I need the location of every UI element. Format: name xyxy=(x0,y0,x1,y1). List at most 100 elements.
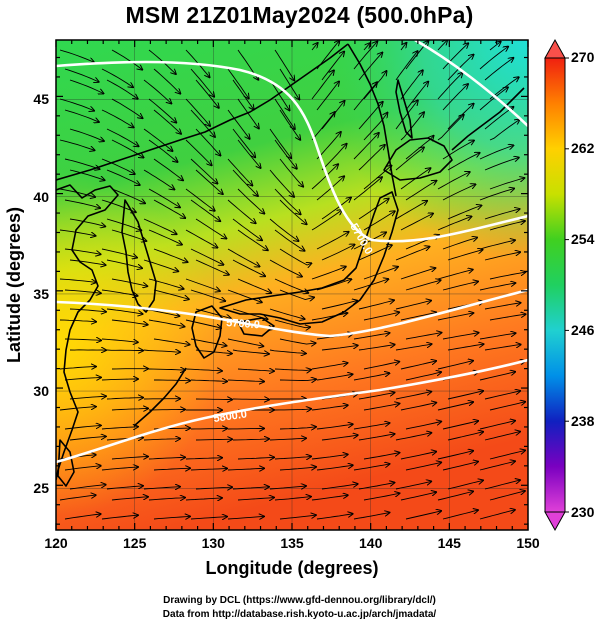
streamline xyxy=(237,139,261,168)
credit-block: Drawing by DCL (https://www.gfd-dennou.o… xyxy=(0,594,599,622)
streamline xyxy=(153,289,189,299)
contour-5600 xyxy=(56,60,528,243)
streamline xyxy=(311,363,348,370)
streamline xyxy=(279,199,307,224)
streamline xyxy=(484,58,513,81)
streamline xyxy=(395,392,431,400)
streamline xyxy=(59,320,96,322)
streamline xyxy=(311,70,334,100)
coastline-kuril xyxy=(451,87,525,151)
streamline xyxy=(195,218,226,239)
streamline xyxy=(437,40,447,51)
streamline xyxy=(442,43,468,70)
streamline xyxy=(111,319,148,325)
streamline xyxy=(311,495,348,501)
streamline xyxy=(489,42,501,51)
streamline xyxy=(101,338,138,342)
streamline xyxy=(106,308,143,314)
streamline xyxy=(363,493,399,501)
streamline xyxy=(64,109,99,122)
y-tick-label: 45 xyxy=(33,91,49,107)
streamline xyxy=(269,259,302,277)
streamline xyxy=(111,497,148,501)
streamline xyxy=(106,218,141,230)
streamline xyxy=(232,128,255,157)
streamline xyxy=(148,457,185,459)
streamline xyxy=(190,338,226,346)
streamline xyxy=(69,259,106,265)
streamline xyxy=(279,68,299,99)
x-tick-labels: 120 125 130 135 140 145 150 xyxy=(44,535,540,551)
streamline xyxy=(489,178,524,190)
streamline xyxy=(269,308,305,319)
streamline xyxy=(442,462,478,471)
streamline xyxy=(316,132,341,160)
streamline xyxy=(69,79,103,94)
streamline xyxy=(143,218,177,234)
streamline xyxy=(111,409,148,411)
streamline xyxy=(279,109,300,140)
streamline xyxy=(437,270,473,280)
streamline xyxy=(59,278,96,282)
streamline xyxy=(101,68,133,87)
credit-data-source: Data from http://database.rish.kyoto-u.a… xyxy=(162,609,437,620)
height-contours xyxy=(56,40,528,464)
streamline xyxy=(484,432,520,441)
streamline xyxy=(143,487,180,489)
streamline xyxy=(400,268,435,280)
streamline xyxy=(143,128,173,151)
streamline xyxy=(101,248,137,258)
streamline xyxy=(400,403,436,411)
streamline xyxy=(484,158,519,171)
streamline xyxy=(237,188,264,214)
streamline xyxy=(321,52,344,81)
colorbar-ticks xyxy=(565,57,569,513)
streamline xyxy=(447,344,484,351)
streamline xyxy=(101,109,134,127)
streamline xyxy=(316,374,353,381)
streamline xyxy=(363,312,399,321)
streamline xyxy=(358,145,385,171)
streamline xyxy=(316,514,353,520)
streamline xyxy=(279,467,316,471)
streamline xyxy=(227,158,252,186)
streamline xyxy=(269,349,306,354)
coastline-sakhalin xyxy=(395,79,413,139)
streamline xyxy=(400,70,423,100)
streamline xyxy=(64,425,101,430)
streamline xyxy=(274,49,294,80)
streamline xyxy=(437,361,473,370)
streamline xyxy=(237,457,274,459)
coastline-manchuria xyxy=(56,43,349,181)
streamline xyxy=(153,68,180,94)
streamline xyxy=(447,153,480,171)
streamline xyxy=(232,169,258,196)
streamline xyxy=(232,259,265,276)
colorbar-label: 262 xyxy=(571,140,595,156)
streamline xyxy=(311,267,346,280)
streamline xyxy=(269,438,306,440)
streamline xyxy=(489,272,525,280)
coastlines xyxy=(56,43,525,487)
streamline xyxy=(353,232,386,250)
streamline xyxy=(153,468,190,470)
streamline xyxy=(405,511,441,520)
streamline xyxy=(437,172,470,190)
streamline xyxy=(274,98,295,129)
streamline xyxy=(363,453,399,460)
streamline xyxy=(106,398,143,399)
streamline xyxy=(195,399,232,400)
streamline xyxy=(405,181,436,201)
streamline xyxy=(447,55,474,81)
streamline xyxy=(153,158,183,180)
streamline xyxy=(437,402,473,411)
streamline xyxy=(274,409,311,410)
streamline xyxy=(400,452,436,460)
streamline xyxy=(484,252,520,261)
streamline xyxy=(232,349,269,354)
contour-label-south: 5800.0 xyxy=(213,408,248,425)
streamline xyxy=(153,248,188,262)
streamline xyxy=(442,333,479,340)
streamline xyxy=(479,145,513,160)
